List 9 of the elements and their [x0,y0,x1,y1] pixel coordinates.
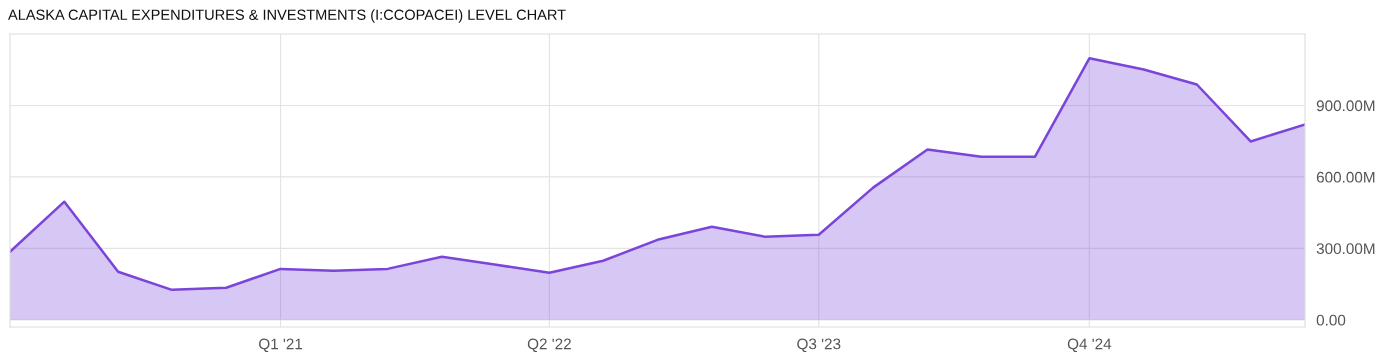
y-tick-label: 900.00M [1316,100,1375,112]
x-tick-label: Q3 '23 [797,338,841,353]
chart-title: ALASKA CAPITAL EXPENDITURES & INVESTMENTS (I:CCOPACEI) LEVEL CHART [8,9,566,23]
x-tick-label: Q4 '24 [1067,338,1112,353]
y-tick-label: 0.00 [1316,314,1346,326]
x-tick-label: Q2 '22 [527,338,571,353]
y-tick-label: 300.00M [1316,243,1375,255]
y-tick-label: 600.00M [1316,171,1375,183]
x-tick-label: Q1 '21 [259,338,303,353]
